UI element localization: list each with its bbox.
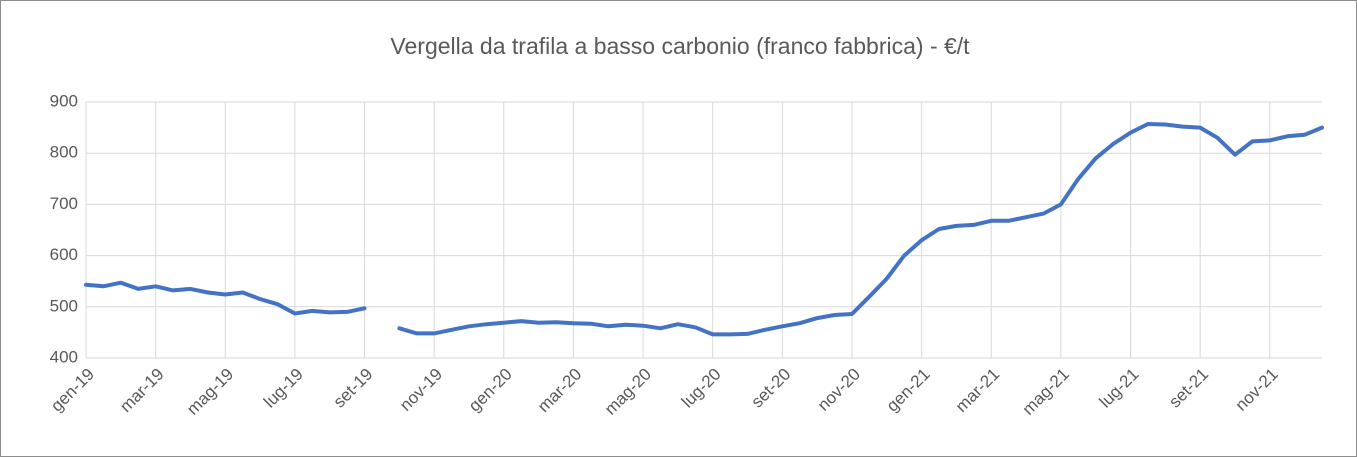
line-series (397, 122, 1324, 337)
y-tick-label: 800 (50, 143, 78, 162)
y-tick-label: 900 (50, 91, 78, 110)
y-tick-label: 600 (50, 245, 78, 264)
y-tick-label: 500 (50, 296, 78, 315)
y-tick-label: 400 (50, 347, 78, 366)
line-series (84, 280, 367, 316)
chart-title: Vergella da trafila a basso carbonio (fr… (390, 33, 970, 59)
y-tick-label: 700 (50, 194, 78, 213)
